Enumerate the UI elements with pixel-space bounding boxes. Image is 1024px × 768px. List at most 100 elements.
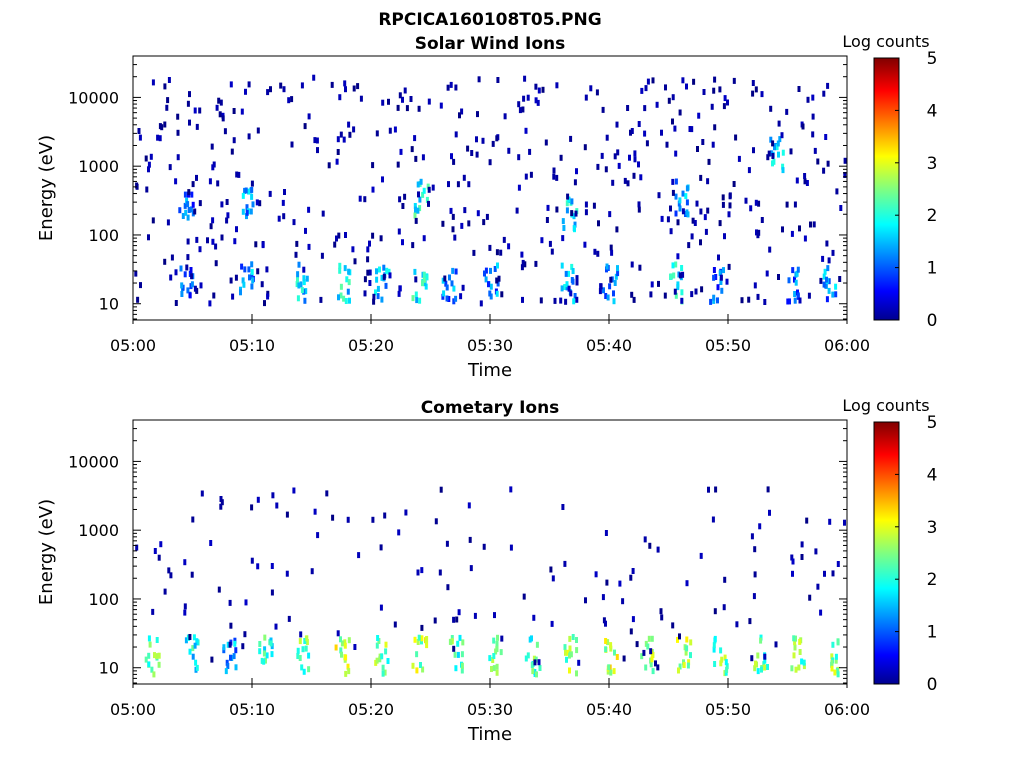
burst-cell bbox=[612, 290, 615, 297]
count-cell bbox=[569, 290, 573, 297]
count-cell bbox=[477, 76, 481, 83]
count-cell bbox=[726, 99, 729, 106]
burst-cell bbox=[535, 641, 539, 648]
burst-cell bbox=[671, 262, 675, 269]
count-cell bbox=[439, 102, 443, 109]
count-cell bbox=[387, 98, 390, 105]
burst-cell bbox=[796, 292, 800, 299]
burst-cell bbox=[499, 649, 503, 656]
burst-cell bbox=[565, 284, 569, 291]
burst-cell bbox=[827, 287, 831, 294]
burst-cell bbox=[265, 652, 269, 659]
burst-cell bbox=[567, 270, 570, 277]
burst-cell bbox=[307, 666, 311, 673]
count-cell bbox=[593, 248, 597, 255]
count-cell bbox=[678, 272, 682, 279]
burst-cell bbox=[487, 281, 490, 288]
count-cell bbox=[271, 492, 275, 499]
count-cell bbox=[467, 502, 471, 509]
count-cell bbox=[618, 580, 622, 587]
burst-cell bbox=[786, 298, 790, 305]
count-cell bbox=[382, 273, 386, 280]
burst-cell bbox=[347, 637, 351, 644]
count-cell bbox=[671, 178, 675, 185]
count-cell bbox=[807, 292, 811, 299]
burst-cell bbox=[836, 638, 840, 645]
burst-cell bbox=[303, 638, 307, 644]
burst-cell bbox=[452, 298, 456, 305]
burst-cell bbox=[337, 294, 340, 301]
count-cell bbox=[803, 173, 807, 179]
count-cell bbox=[219, 496, 223, 502]
burst-cell bbox=[685, 185, 689, 192]
count-cell bbox=[451, 226, 455, 233]
count-cell bbox=[496, 77, 500, 83]
burst-cell bbox=[347, 668, 351, 675]
plot-area-cometary bbox=[133, 420, 847, 684]
count-cell bbox=[638, 264, 642, 271]
count-cell bbox=[168, 164, 172, 171]
count-cell bbox=[575, 279, 579, 286]
burst-cell bbox=[677, 200, 681, 207]
count-cell bbox=[569, 135, 573, 142]
burst-cell bbox=[575, 670, 578, 677]
count-cell bbox=[521, 259, 525, 266]
count-cell bbox=[404, 509, 408, 516]
burst-cell bbox=[495, 663, 499, 670]
count-cell bbox=[268, 190, 272, 197]
burst-cell bbox=[245, 204, 249, 211]
count-cell bbox=[163, 121, 167, 128]
count-cell bbox=[371, 186, 375, 193]
count-cell bbox=[215, 104, 219, 111]
count-cell bbox=[405, 105, 409, 112]
count-cell bbox=[629, 129, 632, 136]
count-cell bbox=[678, 109, 682, 116]
count-cell bbox=[711, 516, 715, 523]
burst-cell bbox=[494, 648, 498, 655]
burst-cell bbox=[152, 671, 156, 678]
burst-cell bbox=[180, 291, 184, 297]
count-cell bbox=[645, 140, 649, 147]
burst-cell bbox=[794, 666, 798, 673]
count-cell bbox=[816, 583, 820, 590]
count-cell bbox=[691, 217, 695, 224]
count-cell bbox=[701, 139, 705, 145]
count-cell bbox=[303, 123, 307, 130]
burst-cell bbox=[305, 275, 309, 282]
burst-cell bbox=[345, 276, 349, 283]
count-cell bbox=[577, 659, 581, 666]
count-cell bbox=[388, 272, 392, 279]
burst-cell bbox=[298, 638, 302, 645]
burst-cell bbox=[781, 167, 785, 174]
burst-cell bbox=[491, 657, 495, 663]
count-cell bbox=[769, 105, 773, 112]
count-cell bbox=[676, 219, 680, 226]
count-cell bbox=[396, 161, 400, 168]
count-cell bbox=[528, 148, 532, 155]
count-cell bbox=[800, 541, 804, 548]
count-cell bbox=[713, 608, 717, 615]
colorbar-tick-label: 5 bbox=[927, 49, 938, 69]
count-cell bbox=[681, 208, 685, 215]
burst-cell bbox=[376, 285, 380, 292]
burst-cell bbox=[712, 642, 716, 649]
count-cell bbox=[441, 220, 445, 227]
burst-cell bbox=[763, 657, 767, 664]
count-cell bbox=[699, 208, 703, 215]
burst-cell bbox=[241, 208, 245, 215]
count-cell bbox=[693, 220, 697, 226]
count-cell bbox=[232, 108, 236, 114]
burst-cell bbox=[193, 642, 197, 649]
burst-cell bbox=[384, 641, 388, 648]
count-cell bbox=[381, 176, 384, 183]
count-cell bbox=[292, 487, 296, 494]
burst-cell bbox=[344, 670, 348, 677]
count-cell bbox=[801, 123, 805, 130]
burst-cell bbox=[762, 661, 766, 668]
count-cell bbox=[791, 570, 794, 577]
burst-cell bbox=[575, 637, 578, 643]
count-cell bbox=[753, 282, 757, 289]
count-cell bbox=[520, 251, 524, 258]
count-cell bbox=[718, 220, 722, 227]
count-cell bbox=[304, 227, 307, 234]
